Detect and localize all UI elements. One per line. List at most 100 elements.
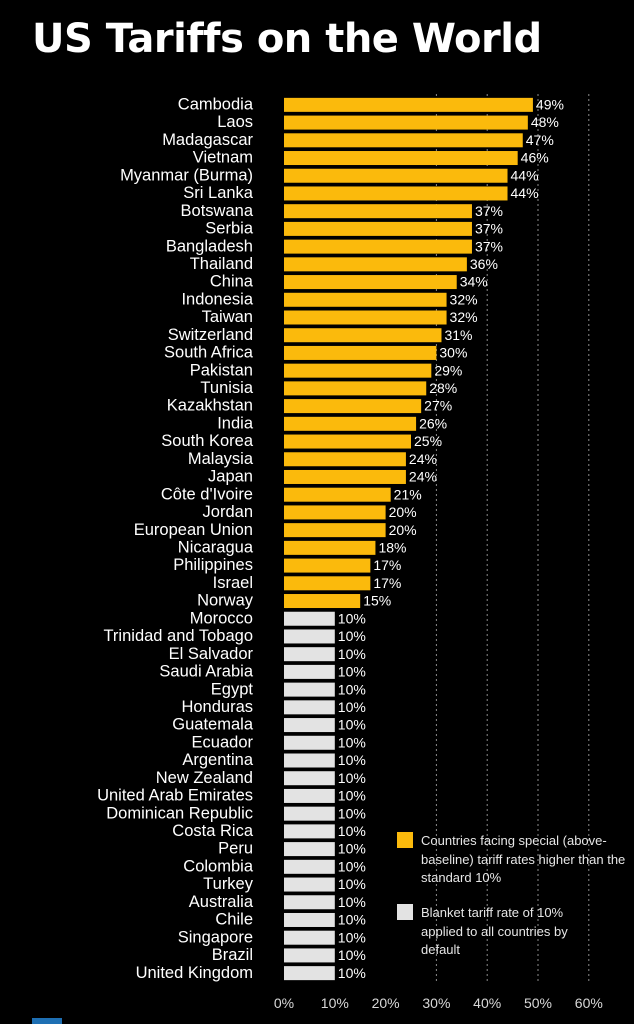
bar [284, 310, 447, 325]
value-label: 10% [338, 894, 366, 910]
category-label: Jordan [203, 503, 253, 521]
x-tick-label: 10% [321, 995, 349, 1011]
category-label: Brazil [212, 946, 253, 964]
category-label: Côte d'Ivoire [161, 485, 253, 503]
bar [284, 416, 417, 431]
bar [284, 824, 335, 839]
bar [284, 97, 533, 112]
bar [284, 257, 467, 272]
value-label: 10% [338, 858, 366, 874]
value-label: 10% [338, 628, 366, 644]
value-label: 10% [338, 646, 366, 662]
value-label: 20% [389, 522, 417, 538]
value-label: 37% [475, 221, 503, 237]
value-label: 36% [470, 256, 498, 272]
category-label: Peru [218, 840, 253, 858]
category-label: India [217, 414, 254, 432]
category-label: Israel [213, 574, 253, 592]
value-label: 21% [394, 486, 422, 502]
bar [284, 151, 518, 166]
category-label: Myanmar (Burma) [120, 166, 253, 184]
bar [284, 664, 335, 679]
bar [284, 328, 442, 343]
category-label: Colombia [183, 857, 254, 875]
legend-swatch-special [397, 832, 413, 848]
chart-title: US Tariffs on the World [32, 16, 542, 62]
category-label: Taiwan [202, 308, 253, 326]
category-label: Australia [189, 893, 254, 911]
value-label: 25% [414, 433, 442, 449]
bar [284, 540, 376, 555]
bar [284, 434, 411, 449]
value-label: 10% [338, 912, 366, 928]
bar [284, 912, 335, 927]
bar [284, 788, 335, 803]
bar [284, 487, 391, 502]
bar [284, 133, 523, 148]
value-label: 10% [338, 965, 366, 981]
bar [284, 948, 335, 963]
x-tick-label: 0% [274, 995, 294, 1011]
value-label: 10% [338, 841, 366, 857]
value-label: 24% [409, 469, 437, 485]
footer-logo-mark [32, 1018, 62, 1024]
category-label: Laos [217, 113, 253, 131]
x-tick-label: 40% [473, 995, 501, 1011]
bar [284, 186, 508, 201]
value-label: 27% [424, 398, 452, 414]
value-label: 10% [338, 752, 366, 768]
bar [284, 363, 432, 378]
category-label: European Union [134, 521, 253, 539]
value-label: 26% [419, 415, 447, 431]
value-label: 24% [409, 451, 437, 467]
value-label: 37% [475, 238, 503, 254]
bar [284, 647, 335, 662]
category-label: Saudi Arabia [159, 663, 253, 681]
value-label: 10% [338, 699, 366, 715]
category-label: Switzerland [168, 326, 253, 344]
value-label: 10% [338, 664, 366, 680]
category-label: Madagascar [162, 131, 253, 149]
bar [284, 523, 386, 538]
bar [284, 966, 335, 981]
category-label: Dominican Republic [106, 804, 253, 822]
category-label: Argentina [182, 751, 253, 769]
bar [284, 611, 335, 626]
bar [284, 718, 335, 733]
bar [284, 239, 472, 254]
category-label: United Arab Emirates [97, 787, 253, 805]
value-label: 18% [378, 540, 406, 556]
legend-swatch-baseline [397, 904, 413, 920]
category-label: Costa Rica [172, 822, 254, 840]
value-label: 10% [338, 929, 366, 945]
category-label: Trinidad and Tobago [103, 627, 253, 645]
category-label: Turkey [203, 875, 254, 893]
bar [284, 594, 361, 609]
value-label: 10% [338, 805, 366, 821]
value-label: 47% [526, 132, 554, 148]
category-label: Guatemala [172, 716, 254, 734]
category-label: Indonesia [181, 290, 253, 308]
value-label: 46% [521, 150, 549, 166]
value-label: 44% [511, 185, 539, 201]
category-label: Ecuador [192, 733, 254, 751]
value-label: 29% [434, 362, 462, 378]
value-label: 48% [531, 114, 559, 130]
bar [284, 895, 335, 910]
bar [284, 115, 528, 130]
value-label: 10% [338, 734, 366, 750]
value-label: 10% [338, 610, 366, 626]
value-label: 10% [338, 717, 366, 733]
x-tick-label: 30% [422, 995, 450, 1011]
bar [284, 168, 508, 183]
category-label: Thailand [190, 255, 253, 273]
category-label: Norway [197, 592, 254, 610]
value-label: 30% [439, 345, 467, 361]
category-label: Chile [215, 911, 253, 929]
bar [284, 700, 335, 715]
category-label: South Korea [161, 432, 254, 450]
bar [284, 345, 437, 360]
value-label: 17% [373, 557, 401, 573]
category-label: New Zealand [156, 769, 253, 787]
